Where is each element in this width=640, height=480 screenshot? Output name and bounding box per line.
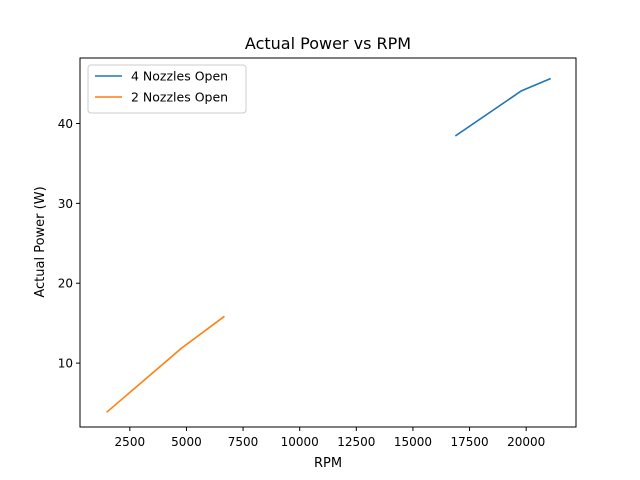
legend-box <box>87 64 247 114</box>
y-tick-label: 40 <box>58 117 73 131</box>
x-axis-ticks: 2500 5000 7500 10000 12500 15000 17500 20000 <box>115 427 545 449</box>
series-line-2 <box>106 315 225 413</box>
x-tick-label: 12500 <box>337 435 375 449</box>
series-line-1 <box>454 77 552 137</box>
legend-label-1: 4 Nozzles Open <box>131 69 228 84</box>
x-tick-label: 17500 <box>450 435 488 449</box>
legend-label-2: 2 Nozzles Open <box>131 90 228 105</box>
x-axis-label: RPM <box>314 456 342 471</box>
y-tick-label: 20 <box>58 277 73 291</box>
x-tick-label: 7500 <box>228 435 259 449</box>
x-tick-label: 10000 <box>281 435 319 449</box>
y-axis-ticks: 10 20 30 40 <box>58 117 80 371</box>
y-tick-label: 30 <box>58 197 73 211</box>
x-tick-label: 5000 <box>171 435 202 449</box>
y-axis-label: Actual Power (W) <box>33 186 48 297</box>
plot-frame <box>79 57 577 428</box>
x-tick-label: 15000 <box>394 435 432 449</box>
y-tick-label: 10 <box>58 357 73 371</box>
plot-lines <box>106 77 552 413</box>
x-tick-label: 2500 <box>115 435 146 449</box>
x-tick-label: 20000 <box>507 435 545 449</box>
legend: 4 Nozzles Open 2 Nozzles Open <box>87 64 247 114</box>
chart-title: Actual Power vs RPM <box>245 34 411 53</box>
